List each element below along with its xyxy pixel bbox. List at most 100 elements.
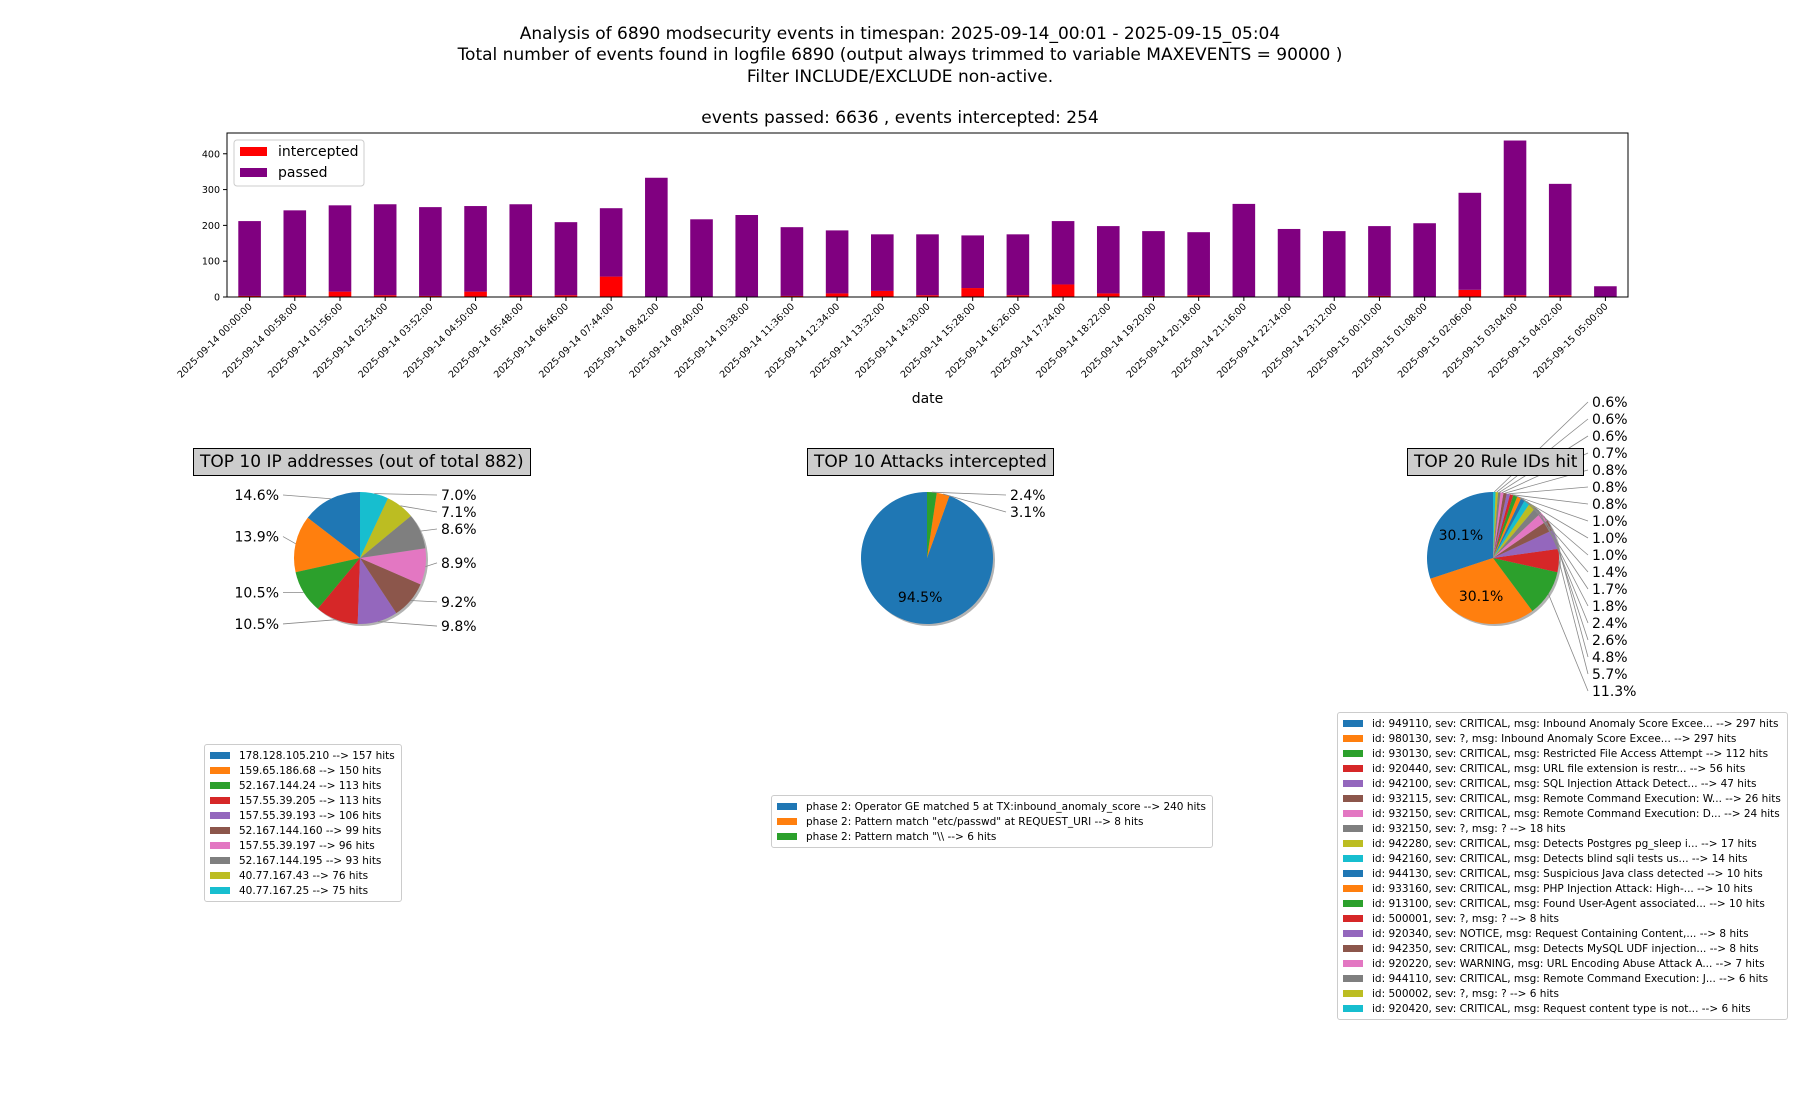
legend-label: phase 2: Pattern match "etc/passwd" at R… <box>806 815 1144 828</box>
legend-item: phase 2: Operator GE matched 5 at TX:inb… <box>777 799 1206 814</box>
x-tick-label: 2025-09-14 02:54:00 <box>311 301 390 380</box>
bar-intercepted <box>509 295 533 297</box>
rules-pie-pct-label: 1.0% <box>1592 531 1628 547</box>
bar-passed <box>328 205 352 292</box>
rules-pie-slice <box>1493 492 1499 558</box>
legend-item: 52.167.144.195 --> 93 hits <box>210 853 395 868</box>
x-tick-label: 2025-09-14 07:44:00 <box>537 301 616 380</box>
legend-swatch <box>1343 870 1363 877</box>
attacks-pie-slice <box>860 492 993 625</box>
legend-label: id: 942350, sev: CRITICAL, msg: Detects … <box>1372 942 1759 955</box>
legend-swatch <box>1343 915 1363 922</box>
rules-pie-pct-label: 0.8% <box>1592 463 1628 479</box>
bar-intercepted <box>1006 295 1030 297</box>
legend-item: id: 930130, sev: CRITICAL, msg: Restrict… <box>1343 746 1781 761</box>
header-line-3: Filter INCLUDE/EXCLUDE non-active. <box>746 67 1054 87</box>
attacks-pie-slice <box>927 492 937 558</box>
bar-passed <box>1277 228 1301 297</box>
legend-item: 40.77.167.25 --> 75 hits <box>210 883 395 898</box>
bar-intercepted <box>1142 295 1165 297</box>
bar-intercepted <box>238 295 261 297</box>
legend-label: id: 932115, sev: CRITICAL, msg: Remote C… <box>1372 792 1781 805</box>
legend-item: id: 949110, sev: CRITICAL, msg: Inbound … <box>1343 716 1781 731</box>
x-tick-label: 2025-09-14 06:46:00 <box>492 301 571 380</box>
legend-swatch <box>1343 780 1363 787</box>
x-tick-label: 2025-09-14 22:14:00 <box>1215 301 1294 380</box>
y-tick-label: 100 <box>202 257 220 268</box>
y-tick-label: 0 <box>214 293 220 304</box>
x-tick-label: 2025-09-14 01:56:00 <box>266 301 345 380</box>
rules-pie-slice <box>1493 492 1507 558</box>
legend-swatch <box>210 782 230 789</box>
x-tick-label: 2025-09-14 20:18:00 <box>1125 301 1204 380</box>
rules-pie-pct-label: 1.8% <box>1592 599 1628 615</box>
rules-legend: id: 949110, sev: CRITICAL, msg: Inbound … <box>1337 712 1788 1020</box>
rules-pie-slice <box>1493 507 1542 558</box>
legend-swatch <box>1343 1005 1363 1012</box>
ip-pie-leader-line <box>400 505 438 513</box>
legend-swatch <box>210 857 230 864</box>
bar-intercepted <box>1187 295 1210 297</box>
x-tick-label: 2025-09-15 02:06:00 <box>1396 301 1475 380</box>
legend-swatch <box>210 767 230 774</box>
legend-item: id: 942160, sev: CRITICAL, msg: Detects … <box>1343 851 1781 866</box>
x-tick-label: 2025-09-14 11:36:00 <box>718 301 797 380</box>
legend-swatch <box>210 752 230 759</box>
x-tick-label: 2025-09-14 15:28:00 <box>899 301 978 380</box>
rules-pie-slice <box>1493 530 1559 558</box>
bar-passed <box>1458 192 1482 290</box>
rules-pie-leader-line <box>1537 509 1589 607</box>
header-line-2: Total number of events found in logfile … <box>457 45 1343 65</box>
x-tick-label: 2025-09-14 04:50:00 <box>402 301 481 380</box>
bar-passed <box>916 234 939 296</box>
ip-pie-leader-line <box>420 528 438 532</box>
x-tick-label: 2025-09-15 03:04:00 <box>1441 301 1520 380</box>
legend-swatch <box>1343 960 1363 967</box>
rules-pie-leader-line <box>1508 486 1589 495</box>
ip-pie-pct-label: 9.2% <box>441 595 477 611</box>
ip-pie-slice <box>360 498 411 558</box>
bar-intercepted <box>1458 289 1482 297</box>
bar-passed <box>1051 221 1075 285</box>
attacks-pie-title: TOP 10 Attacks intercepted <box>807 448 1054 476</box>
bar-passed <box>283 210 307 296</box>
legend-item: phase 2: Pattern match "\\ --> 6 hits <box>777 829 1206 844</box>
bar-plot-frame <box>226 132 1629 298</box>
ip-pie-pct-label: 8.9% <box>441 556 477 572</box>
legend-label: id: 920220, sev: WARNING, msg: URL Encod… <box>1372 957 1765 970</box>
attacks-legend: phase 2: Operator GE matched 5 at TX:inb… <box>771 795 1213 848</box>
ip-pie-slice <box>357 558 397 624</box>
legend-swatch <box>1343 975 1363 982</box>
ip-pie-title: TOP 10 IP addresses (out of total 882) <box>193 448 531 476</box>
bar-passed <box>1548 183 1572 296</box>
rules-pie-pct-label: 1.0% <box>1592 514 1628 530</box>
legend-label: 159.65.186.68 --> 150 hits <box>239 764 382 777</box>
legend-swatch <box>1343 900 1363 907</box>
ip-pie-pct-label: 10.5% <box>235 586 279 602</box>
attacks-pie-slice <box>927 492 950 558</box>
rules-pie-leader-line <box>1548 593 1589 692</box>
legend-swatch <box>1343 945 1363 952</box>
ip-pie-slice <box>360 548 426 585</box>
legend-item: id: 913100, sev: CRITICAL, msg: Found Us… <box>1343 896 1781 911</box>
bar-passed <box>464 206 487 292</box>
ip-pie-slice <box>360 492 388 558</box>
rules-pie-slice <box>1493 492 1501 558</box>
rules-pie-slice <box>1493 503 1536 558</box>
legend-label-intercepted: intercepted <box>278 144 359 160</box>
rules-pie-leader-line <box>1522 498 1589 556</box>
legend-item: id: 944110, sev: CRITICAL, msg: Remote C… <box>1343 971 1781 986</box>
bar-passed <box>735 215 759 297</box>
legend-label: id: 920420, sev: CRITICAL, msg: Request … <box>1372 1002 1751 1015</box>
bar-intercepted <box>464 291 487 297</box>
legend-item: id: 980130, sev: ?, msg: Inbound Anomaly… <box>1343 731 1781 746</box>
legend-swatch <box>777 803 797 810</box>
rules-pie-slice <box>1493 498 1525 558</box>
legend-swatch <box>210 872 230 879</box>
legend-label: id: 913100, sev: CRITICAL, msg: Found Us… <box>1372 897 1765 910</box>
legend-label: 178.128.105.210 --> 157 hits <box>239 749 395 762</box>
header-line-1: Analysis of 6890 modsecurity events in t… <box>519 24 1281 44</box>
rules-pie-slice <box>1493 500 1530 558</box>
x-tick-label: 2025-09-14 18:22:00 <box>1034 301 1113 380</box>
rules-pie-leader-line <box>1515 495 1589 522</box>
